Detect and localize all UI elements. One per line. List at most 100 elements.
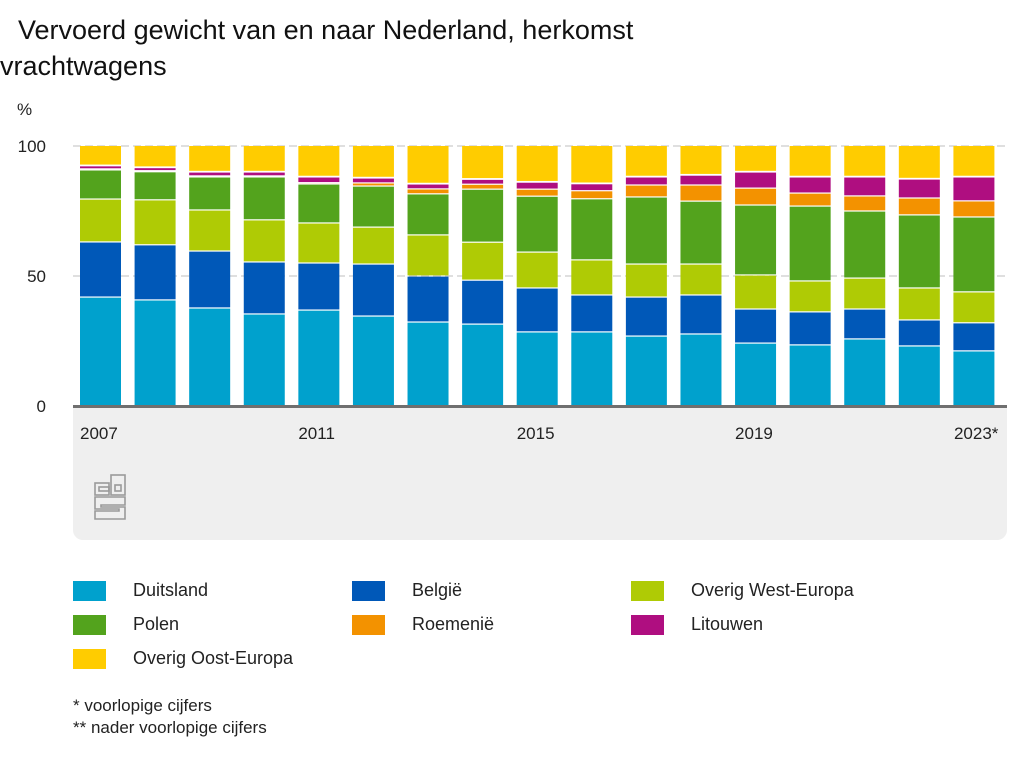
bar-2010-overig-oost-europa [243,146,285,171]
bar-2014-litouwen [462,179,504,184]
bar-2010-overig-west-europa [243,220,285,262]
bar-2021-belgi- [844,309,886,339]
bar-2013-roemeni- [407,189,449,194]
bar-2008-overig-west-europa [134,200,176,245]
bar-2014-duitsland [462,324,504,406]
bar-2016-overig-oost-europa [571,146,613,183]
bar-2012-overig-oost-europa [352,146,394,177]
legend-label: Roemenië [412,614,495,634]
bar-2019-overig-west-europa [735,275,777,309]
bar-2008-belgi- [134,245,176,300]
bar-2017-overig-west-europa [625,264,667,297]
bar-2022-overig-west-europa [898,288,940,320]
bar-2016-duitsland [571,332,613,406]
bar-2018-overig-west-europa [680,264,722,295]
bar-2020-overig-west-europa [789,281,831,312]
bar-2012-roemeni- [352,183,394,186]
bar-2015-roemeni- [516,189,558,196]
legend-label: België [412,580,463,600]
bar-2023-overig-oost-europa [953,146,995,176]
bar-2011-belgi- [298,263,340,310]
bar-2015-overig-west-europa [516,252,558,288]
bar-2014-overig-west-europa [462,242,504,280]
bar-2012-belgi- [352,264,394,316]
bar-2018-overig-oost-europa [680,146,722,174]
bar-2020-polen [789,206,831,281]
bar-2007-overig-oost-europa [80,146,121,165]
bar-2009-overig-oost-europa [189,146,231,171]
bar-2019-duitsland [735,343,777,406]
bar-2019-roemeni- [735,188,777,205]
x-tick-label-2011: 2011 [298,424,335,440]
bar-2012-polen [352,186,394,227]
bar-2011-duitsland [298,310,340,406]
bar-2008-overig-oost-europa [134,146,176,167]
legend-label: Duitsland [133,580,209,600]
bar-2013-belgi- [407,276,449,322]
legend-item-polen: Polen [73,614,179,635]
bar-2008-litouwen [134,168,176,171]
bar-2019-polen [735,205,777,275]
bar-2016-polen [571,199,613,260]
footnote-2: ** nader voorlopige cijfers [73,718,267,737]
bar-2023-roemeni- [953,201,995,217]
bar-2021-overig-west-europa [844,278,886,309]
bar-2007-polen [80,170,121,199]
bar-2021-duitsland [844,339,886,406]
bar-2021-litouwen [844,177,886,196]
bar-2011-overig-west-europa [298,223,340,263]
bar-2013-polen [407,194,449,235]
bar-2020-overig-oost-europa [789,146,831,176]
bar-2007-overig-west-europa [80,199,121,242]
bar-2011-overig-oost-europa [298,146,340,176]
bar-2016-overig-west-europa [571,260,613,295]
bar-2019-belgi- [735,309,777,343]
bar-2010-duitsland [243,314,285,406]
cbs-logo-icon [94,474,126,520]
legend-swatch [352,614,385,635]
bar-2014-overig-oost-europa [462,146,504,179]
bar-2017-belgi- [625,297,667,336]
bar-2023-overig-west-europa [953,292,995,323]
x-tick-label-2019: 2019 [735,424,773,440]
bar-2023-litouwen [953,177,995,201]
bar-2012-litouwen [352,178,394,183]
bar-2011-polen [298,184,340,223]
bar-2017-roemeni- [625,185,667,197]
bar-2018-belgi- [680,295,722,334]
bar-2013-duitsland [407,322,449,406]
bar-2022-belgi- [898,320,940,346]
legend-item-overig-west-europa: Overig West-Europa [631,580,854,601]
bar-2022-polen [898,215,940,288]
x-tick-label-2015: 2015 [517,424,555,440]
bar-2018-roemeni- [680,185,722,201]
bar-2022-litouwen [898,179,940,198]
bar-2018-polen [680,201,722,264]
bar-2021-polen [844,211,886,278]
bar-2012-overig-west-europa [352,227,394,264]
y-axis-unit-label: % [17,100,33,119]
y-tick-label-0: 0 [37,397,46,416]
bar-2019-overig-oost-europa [735,146,777,171]
bar-2020-belgi- [789,312,831,345]
legend-swatch [631,580,664,601]
bar-2013-overig-oost-europa [407,146,449,183]
bar-2010-litouwen [243,172,285,176]
legend-item-roemeni-: Roemenië [352,614,494,635]
bar-2013-litouwen [407,184,449,189]
bar-2021-overig-oost-europa [844,146,886,176]
legend-item-belgi-: België [352,580,462,601]
bar-2022-overig-oost-europa [898,146,940,178]
bar-2008-polen [134,172,176,200]
bar-2012-duitsland [352,316,394,406]
bar-2014-belgi- [462,280,504,324]
bar-2019-litouwen [735,172,777,188]
x-axis-panel [73,407,1007,540]
legend-label: Litouwen [691,614,764,634]
x-tick-label-2023: 2023* [954,424,999,440]
bar-2016-litouwen [571,184,613,191]
bar-2017-litouwen [625,177,667,185]
bar-2013-overig-west-europa [407,235,449,276]
legend-swatch [73,580,106,601]
bar-2009-polen [189,177,231,210]
